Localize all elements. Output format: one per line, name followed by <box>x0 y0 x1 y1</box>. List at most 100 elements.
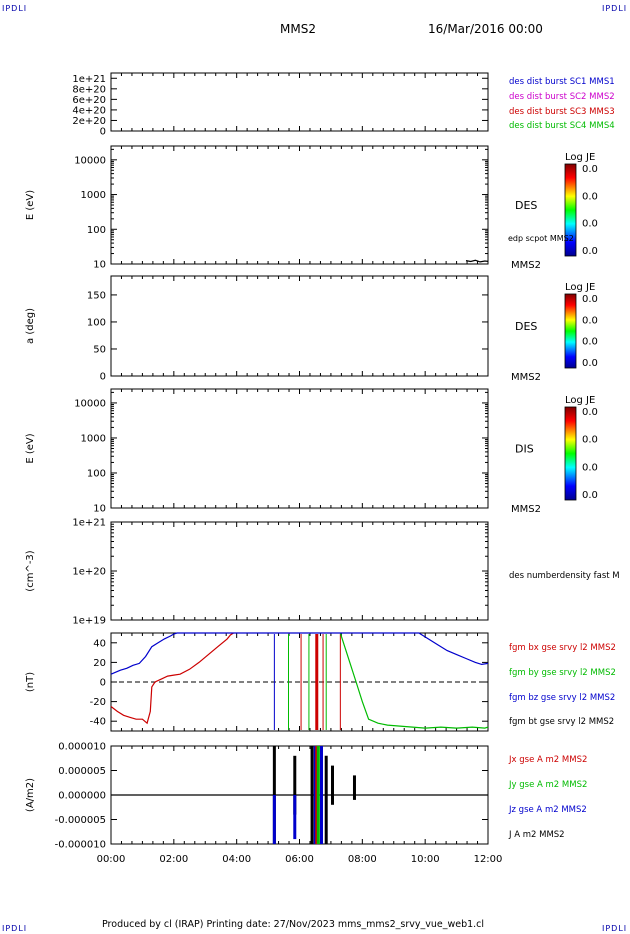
scpot-line <box>465 259 489 263</box>
y-tick-label: 0.000000 <box>58 791 106 802</box>
colorbar-tick-label: 0.0 <box>582 407 598 418</box>
colorbar-tick-label: 0.0 <box>582 490 598 501</box>
panel-7 <box>110 745 489 845</box>
y-tick-label: 0 <box>100 127 106 138</box>
panel-frame <box>110 521 489 621</box>
colorbar-tick-label: 0.0 <box>582 315 598 326</box>
colorbar-tick-label: 0.0 <box>582 337 598 348</box>
x-tick-label: 10:00 <box>411 854 440 865</box>
y-tick-label: 1e+21 <box>72 74 106 85</box>
panel-1 <box>110 72 489 132</box>
colorbar-tick-label: 0.0 <box>582 219 598 230</box>
colorbar-tick-label: 0.0 <box>582 358 598 369</box>
series-line <box>110 632 489 675</box>
y-tick-label: 0.000005 <box>58 766 106 777</box>
x-tick-label: 06:00 <box>285 854 314 865</box>
y-tick-label: -20 <box>90 697 106 708</box>
panel-3 <box>110 275 577 377</box>
y-tick-label: 20 <box>93 658 106 669</box>
colorbar-title: Log JE <box>565 282 595 293</box>
corner-label-top-right: IPDLI <box>602 4 628 13</box>
y-tick-label: 6e+20 <box>72 95 106 106</box>
y-tick-label: 0 <box>100 678 106 689</box>
colorbar-tick-label: 0.0 <box>582 246 598 257</box>
legend-entry: fgm bz gse srvy l2 MMS2 <box>509 693 615 703</box>
y-tick-label: 100 <box>87 225 106 236</box>
colorbar-title: Log JE <box>565 395 595 406</box>
legend-entry: des dist burst SC2 MMS2 <box>509 92 615 102</box>
corner-label-bottom-left: IPDLI <box>2 924 28 933</box>
panel-5 <box>110 521 489 621</box>
y-tick-label: 40 <box>93 638 106 649</box>
colorbar <box>564 163 577 257</box>
panel-frame <box>110 388 489 509</box>
y-tick-label: 100 <box>87 468 106 479</box>
corner-label-top-left: IPDLI <box>2 4 28 13</box>
colorbar-tick-label: 0.0 <box>582 462 598 473</box>
spacecraft-sublabel: MMS2 <box>511 504 541 515</box>
legend-entry: Jy gse A m2 MMS2 <box>508 780 587 790</box>
x-tick-label: 02:00 <box>159 854 188 865</box>
series-line <box>110 632 234 725</box>
y-axis-label: (A/m2) <box>25 778 36 812</box>
x-tick-label: 04:00 <box>222 854 251 865</box>
corner-label-bottom-right: IPDLI <box>602 924 628 933</box>
instrument-label: DIS <box>515 443 534 456</box>
legend-entry: fgm bx gse srvy l2 MMS2 <box>509 643 616 653</box>
y-tick-label: 150 <box>87 290 106 301</box>
legend-entry: des dist burst SC3 MMS3 <box>509 107 615 117</box>
y-tick-label: 1e+20 <box>72 567 106 578</box>
panel-frame <box>110 72 489 132</box>
spacecraft-sublabel: MMS2 <box>511 260 541 271</box>
legend-entry: fgm by gse srvy l2 MMS2 <box>509 668 616 678</box>
y-tick-label: 2e+20 <box>72 116 106 127</box>
y-tick-label: 1000 <box>81 433 106 444</box>
y-tick-label: -40 <box>90 717 106 728</box>
legend-entry: des dist burst SC1 MMS1 <box>509 77 615 87</box>
y-tick-label: 1e+21 <box>72 518 106 529</box>
legend-entry: fgm bt gse srvy l2 MMS2 <box>509 717 614 727</box>
x-tick-label: 00:00 <box>97 854 126 865</box>
y-tick-label: 10000 <box>74 398 106 409</box>
spacecraft-sublabel: MMS2 <box>511 372 541 383</box>
y-axis-label: a (deg) <box>25 308 36 344</box>
panel-frame <box>110 275 489 377</box>
colorbar <box>564 293 577 369</box>
instrument-label: DES <box>515 320 537 333</box>
panel-frame <box>110 145 489 265</box>
legend-entry: Jz gse A m2 MMS2 <box>508 805 587 815</box>
x-tick-label: 12:00 <box>474 854 503 865</box>
y-tick-label: 10 <box>93 260 106 271</box>
y-tick-label: -0.000010 <box>55 840 106 851</box>
colorbar-tick-label: 0.0 <box>582 294 598 305</box>
y-tick-label: 0 <box>100 372 106 383</box>
overlay-label: edp scpot MMS2 <box>508 234 574 243</box>
series-line <box>339 632 489 729</box>
panel-2 <box>110 145 577 265</box>
y-tick-label: 10000 <box>74 155 106 166</box>
y-tick-label: 1000 <box>81 190 106 201</box>
colorbar-tick-label: 0.0 <box>582 191 598 202</box>
legend-entry: Jx gse A m2 MMS2 <box>508 755 587 765</box>
y-tick-label: -0.000005 <box>55 815 106 826</box>
colorbar-tick-label: 0.0 <box>582 164 598 175</box>
colorbar-title: Log JE <box>565 152 595 163</box>
legend-entry: J A m2 MMS2 <box>508 830 565 840</box>
y-tick-label: 8e+20 <box>72 84 106 95</box>
y-axis-label: (nT) <box>25 672 36 692</box>
y-tick-label: 100 <box>87 317 106 328</box>
y-axis-label: E (eV) <box>25 433 36 463</box>
spacecraft-title: MMS2 <box>280 22 316 36</box>
footer-credits: Produced by cl (IRAP) Printing date: 27/… <box>102 919 485 930</box>
y-tick-label: 10 <box>93 504 106 515</box>
y-tick-label: 1e+19 <box>72 616 106 627</box>
y-axis-label: E (eV) <box>25 190 36 220</box>
instrument-label: DES <box>515 199 537 212</box>
date-title: 16/Mar/2016 00:00 <box>428 22 543 36</box>
colorbar <box>564 406 577 501</box>
y-axis-label: (cm^-3) <box>25 550 36 591</box>
legend-entry: des numberdensity fast M <box>509 571 620 581</box>
panel-4 <box>110 388 577 509</box>
legend-entry: des dist burst SC4 MMS4 <box>509 121 615 131</box>
